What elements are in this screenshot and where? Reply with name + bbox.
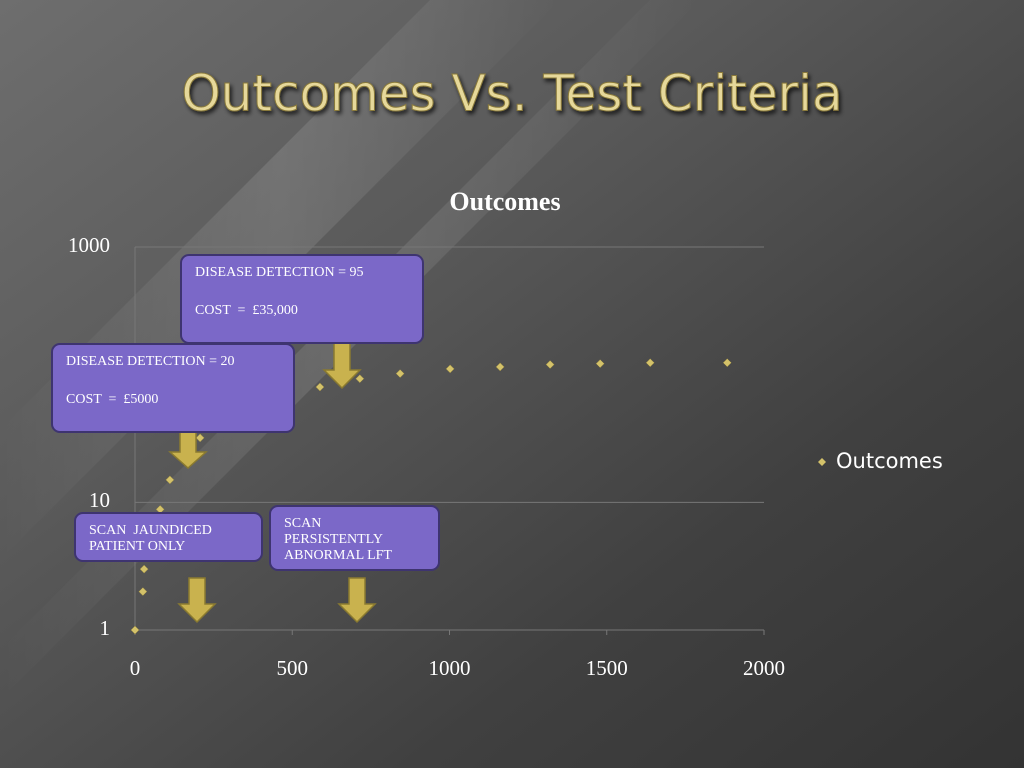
annotation-box — [269, 505, 440, 571]
legend-marker — [818, 458, 826, 466]
legend-label: Outcomes — [836, 449, 943, 473]
point — [195, 433, 205, 443]
point — [138, 587, 148, 596]
point — [495, 362, 505, 372]
y-tick-label: 1000 — [68, 233, 110, 257]
arrow — [168, 431, 208, 470]
arrow — [337, 577, 377, 624]
x-tick-label: 2000 — [743, 656, 785, 680]
annotation-box — [74, 512, 263, 562]
annotation-text: DISEASE DETECTION = 95 — [195, 265, 364, 280]
annotation-text: COST = £35,000 — [195, 303, 298, 318]
y-tick-label: 1 — [100, 616, 111, 640]
annotation-box — [51, 343, 295, 433]
arrows — [168, 342, 377, 624]
arrow — [322, 342, 362, 390]
annotation-text: PATIENT ONLY — [89, 539, 185, 554]
annotation-text: ABNORMAL LFT — [284, 548, 392, 563]
point — [130, 625, 140, 635]
annotation-text: PERSISTENTLY — [284, 532, 383, 547]
annotation-box — [180, 254, 424, 344]
annotation-text: DISEASE DETECTION = 20 — [66, 354, 235, 369]
x-tick-label: 500 — [277, 656, 309, 680]
x-tick-label: 0 — [130, 656, 141, 680]
x-tick-label: 1000 — [429, 656, 471, 680]
point — [395, 369, 405, 378]
point — [722, 358, 732, 368]
annotation-text: SCAN — [284, 516, 321, 531]
annotation-text: COST = £5000 — [66, 392, 158, 407]
slide-title: Outcomes Vs. Test Criteria — [181, 65, 842, 123]
point — [445, 364, 455, 374]
point — [165, 475, 175, 485]
chart-title: Outcomes — [449, 187, 560, 216]
point — [645, 358, 655, 368]
y-tick-label: 10 — [89, 488, 110, 512]
annotations: DISEASE DETECTION = 95 COST = £35,000 DISE… — [51, 254, 440, 571]
point — [315, 382, 325, 392]
arrow — [177, 577, 217, 624]
point — [355, 374, 365, 384]
x-tick-label: 1500 — [586, 656, 628, 680]
point — [595, 359, 605, 368]
point — [545, 360, 555, 369]
point — [139, 564, 149, 574]
plot: 1 10 1000 0 500 1000 1500 2000 Outcomes — [68, 233, 943, 680]
annotation-text: SCAN JAUNDICED — [89, 523, 212, 538]
